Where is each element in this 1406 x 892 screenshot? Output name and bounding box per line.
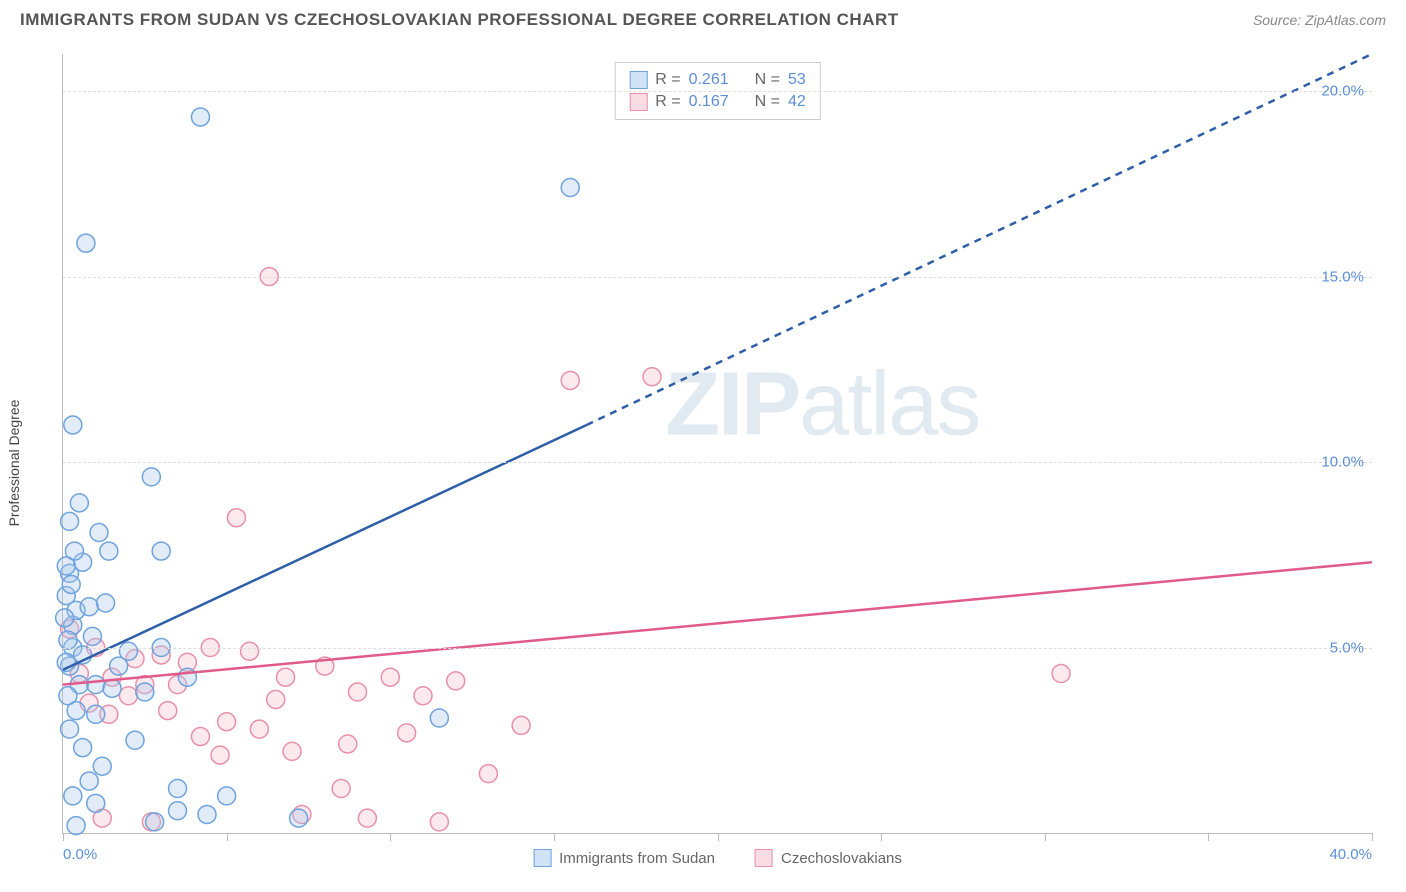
scatter-point (64, 416, 82, 434)
scatter-point (290, 809, 308, 827)
scatter-point (56, 609, 74, 627)
y-tick-label: 10.0% (1321, 454, 1364, 471)
scatter-svg (63, 54, 1372, 833)
scatter-point (93, 757, 111, 775)
bottom-legend: Immigrants from Sudan Czechoslovakians (533, 849, 902, 867)
scatter-point (80, 598, 98, 616)
legend-label-sudan: Immigrants from Sudan (559, 850, 715, 867)
scatter-point (159, 702, 177, 720)
trend-line (587, 54, 1372, 425)
scatter-point (142, 468, 160, 486)
scatter-point (283, 742, 301, 760)
scatter-point (59, 631, 77, 649)
scatter-point (146, 813, 164, 831)
scatter-point (414, 687, 432, 705)
x-tick (1208, 833, 1209, 841)
x-tick (63, 833, 64, 841)
scatter-point (110, 657, 128, 675)
x-tick (390, 833, 391, 841)
legend-item-sudan: Immigrants from Sudan (533, 849, 715, 867)
scatter-point (87, 705, 105, 723)
scatter-point (61, 512, 79, 530)
scatter-point (198, 805, 216, 823)
y-tick-label: 15.0% (1321, 268, 1364, 285)
y-tick-label: 20.0% (1321, 83, 1364, 100)
scatter-point (83, 627, 101, 645)
scatter-point (103, 679, 121, 697)
scatter-point (447, 672, 465, 690)
scatter-point (512, 716, 530, 734)
scatter-point (250, 720, 268, 738)
scatter-point (332, 779, 350, 797)
chart-title: IMMIGRANTS FROM SUDAN VS CZECHOSLOVAKIAN… (20, 10, 899, 30)
x-tick (1372, 833, 1373, 841)
scatter-point (561, 371, 579, 389)
gridline (63, 277, 1372, 278)
swatch-czech-icon (755, 849, 773, 867)
legend-item-czech: Czechoslovakians (755, 849, 902, 867)
x-tick (554, 833, 555, 841)
scatter-point (218, 713, 236, 731)
scatter-point (57, 557, 75, 575)
scatter-point (90, 524, 108, 542)
y-tick-label: 5.0% (1330, 639, 1364, 656)
scatter-point (119, 687, 137, 705)
scatter-point (67, 702, 85, 720)
scatter-point (126, 731, 144, 749)
scatter-point (136, 683, 154, 701)
scatter-point (349, 683, 367, 701)
scatter-point (77, 234, 95, 252)
x-tick-label: 0.0% (63, 846, 97, 863)
scatter-point (191, 108, 209, 126)
plot-area: ZIPatlas R = 0.261 N = 53 R = 0.167 N = … (62, 54, 1372, 834)
scatter-point (398, 724, 416, 742)
gridline (63, 648, 1372, 649)
scatter-point (67, 817, 85, 835)
scatter-point (178, 668, 196, 686)
scatter-point (87, 794, 105, 812)
scatter-point (277, 668, 295, 686)
scatter-point (62, 575, 80, 593)
scatter-point (643, 368, 661, 386)
scatter-point (87, 676, 105, 694)
scatter-point (100, 542, 118, 560)
scatter-point (169, 779, 187, 797)
scatter-point (479, 765, 497, 783)
x-tick-label: 40.0% (1329, 846, 1372, 863)
scatter-point (218, 787, 236, 805)
scatter-point (211, 746, 229, 764)
scatter-point (561, 179, 579, 197)
y-axis-label: Professional Degree (6, 400, 22, 527)
scatter-point (1052, 664, 1070, 682)
scatter-point (227, 509, 245, 527)
scatter-point (74, 739, 92, 757)
trend-line (63, 562, 1372, 684)
gridline (63, 462, 1372, 463)
scatter-point (61, 720, 79, 738)
scatter-point (70, 494, 88, 512)
x-tick (227, 833, 228, 841)
scatter-point (169, 802, 187, 820)
scatter-point (430, 813, 448, 831)
legend-label-czech: Czechoslovakians (781, 850, 902, 867)
scatter-point (358, 809, 376, 827)
swatch-sudan-icon (533, 849, 551, 867)
chart-container: Professional Degree ZIPatlas R = 0.261 N… (20, 44, 1386, 882)
x-tick (881, 833, 882, 841)
scatter-point (80, 772, 98, 790)
x-tick (1045, 833, 1046, 841)
x-tick (718, 833, 719, 841)
scatter-point (241, 642, 259, 660)
scatter-point (191, 728, 209, 746)
scatter-point (152, 542, 170, 560)
scatter-point (267, 690, 285, 708)
scatter-point (381, 668, 399, 686)
scatter-point (64, 787, 82, 805)
gridline (63, 91, 1372, 92)
scatter-point (339, 735, 357, 753)
scatter-point (97, 594, 115, 612)
source-attribution: Source: ZipAtlas.com (1253, 12, 1386, 28)
scatter-point (430, 709, 448, 727)
